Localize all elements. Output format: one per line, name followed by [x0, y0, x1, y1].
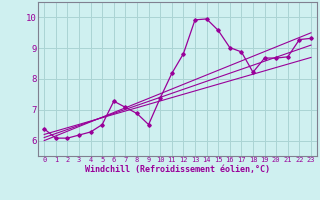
X-axis label: Windchill (Refroidissement éolien,°C): Windchill (Refroidissement éolien,°C)	[85, 165, 270, 174]
